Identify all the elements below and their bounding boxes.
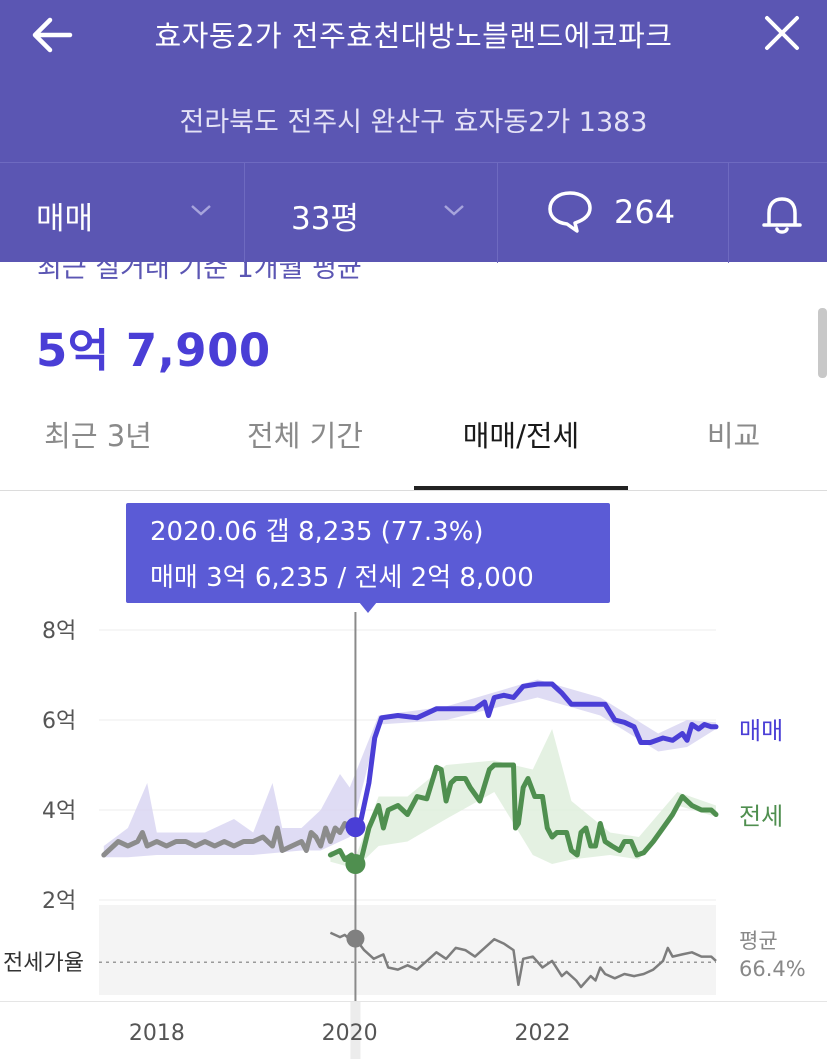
past-price-line — [101, 821, 358, 858]
divider — [728, 163, 729, 263]
chart-tooltip: 2020.06 갭 8,235 (77.3%) 매매 3억 6,235 / 전세… — [126, 503, 610, 603]
jeonse-line — [327, 762, 719, 867]
y-tick-label: 6억 — [42, 709, 76, 734]
divider — [497, 163, 498, 263]
x-tick-label: 2022 — [514, 1021, 570, 1046]
ratio-average-label: 평균 — [739, 929, 778, 953]
price-subtitle-text: 최근 실거래 기준 1개월 평균 — [37, 262, 362, 284]
tooltip-arrow — [359, 602, 377, 613]
deal-type-select[interactable]: 매매 — [0, 163, 244, 263]
area-value: 33평 — [291, 201, 359, 237]
cursor-band — [350, 1002, 361, 1059]
address-text: 전라북도 전주시 완산구 효자동2가 1383 — [179, 107, 648, 138]
chevron-down-icon — [191, 205, 211, 216]
scrollbar[interactable] — [818, 308, 827, 378]
top-bar: 효자동2가 전주효천대방노블랜드에코파크 — [0, 0, 827, 72]
filter-bar: 매매 33평 264 — [0, 162, 827, 263]
page-title: 효자동2가 전주효천대방노블랜드에코파크 — [154, 19, 673, 53]
tooltip-price-line: 매매 3억 6,235 / 전세 2억 8,000 — [150, 563, 534, 593]
close-icon[interactable] — [757, 10, 807, 58]
notification-button[interactable] — [729, 163, 827, 263]
y-tick-label: 2억 — [42, 889, 76, 914]
ratio-panel-bg — [99, 905, 716, 995]
divider — [244, 163, 245, 263]
period-tabs: 최근 3년 전체 기간 매매/전세 비교 — [0, 392, 827, 490]
ratio-average-value: 66.4% — [739, 957, 806, 981]
bell-icon — [762, 197, 802, 234]
sale-marker — [345, 817, 366, 838]
comment-count: 264 — [614, 193, 676, 231]
axis-divider — [0, 1001, 827, 1002]
jeonse-series-label: 전세 — [739, 803, 783, 831]
average-price: 5억 7,900 — [36, 324, 271, 377]
speech-bubble-icon — [548, 191, 592, 233]
ratio-line — [329, 931, 717, 989]
comments-button[interactable]: 264 — [498, 163, 728, 263]
price-subtitle: 최근 실거래 기준 1개월 평균 — [37, 262, 537, 290]
tab-recent-3-years[interactable]: 최근 3년 — [44, 419, 152, 453]
tabs-divider — [0, 490, 827, 491]
jeonse-marker — [345, 854, 366, 874]
deal-type-value: 매매 — [36, 201, 94, 237]
tab-sale-jeonse[interactable]: 매매/전세 — [462, 419, 580, 453]
back-arrow-icon[interactable] — [26, 12, 78, 58]
tab-full-period[interactable]: 전체 기간 — [247, 419, 363, 453]
ratio-label: 전세가율 — [3, 951, 84, 976]
x-tick-label: 2020 — [322, 1021, 378, 1046]
x-tick-label: 2018 — [129, 1021, 185, 1046]
y-tick-label: 8억 — [42, 619, 76, 644]
tab-compare[interactable]: 비교 — [706, 419, 761, 453]
sale-line — [352, 681, 719, 830]
ratio-marker — [346, 929, 365, 948]
chevron-down-icon — [444, 205, 464, 216]
sale-series-label: 매매 — [739, 717, 783, 745]
tooltip-gap-line: 2020.06 갭 8,235 (77.3%) — [150, 517, 484, 547]
app-header: 효자동2가 전주효천대방노블랜드에코파크 전라북도 전주시 완산구 효자동2가 … — [0, 0, 827, 263]
y-tick-label: 4억 — [42, 799, 76, 824]
active-tab-indicator — [414, 486, 628, 490]
area-select[interactable]: 33평 — [245, 163, 497, 263]
